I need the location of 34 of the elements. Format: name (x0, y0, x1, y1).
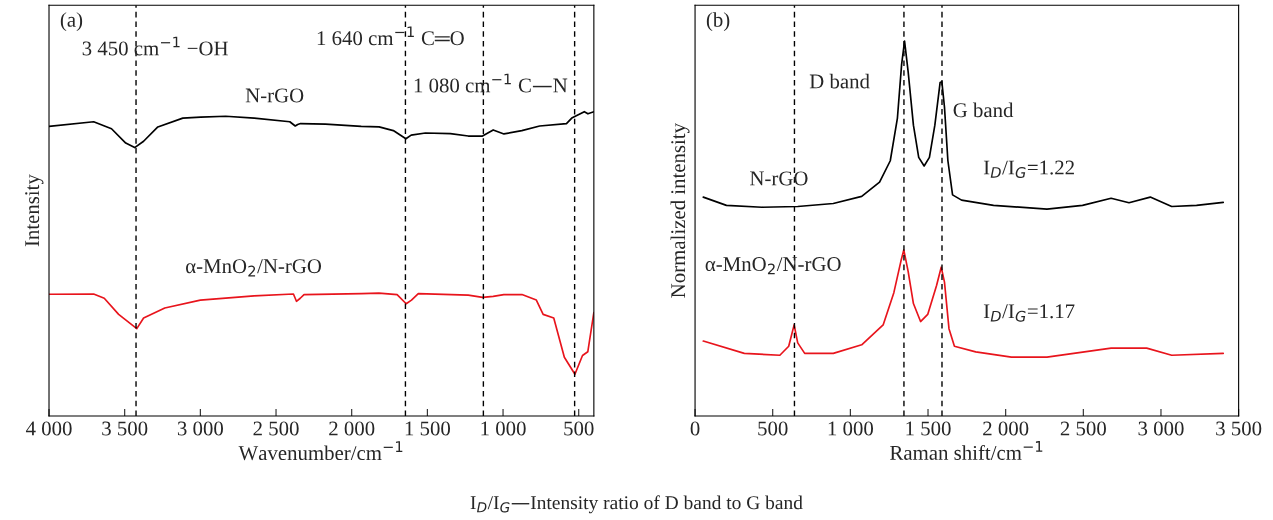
x-tick-label: 1 000 (828, 421, 874, 436)
y-axis-title: Intensity (25, 174, 44, 247)
annotation: G band (953, 102, 1014, 118)
x-tick-label: 2 500 (1060, 421, 1106, 436)
text: 1 640 cm$^{−1}$ C═O (317, 26, 464, 46)
text: (b) (706, 12, 730, 32)
x-axis-title: Wavenumber/cm$^{−1}$ (238, 441, 403, 461)
series-label: N-rGO (245, 88, 304, 103)
series-label: α-MnO$_{2}$/N-rGO (186, 259, 322, 277)
x-tick-label: 3 500 (1216, 421, 1262, 436)
x-tick-label: 3 000 (177, 421, 223, 436)
x-axis-title: Raman shift/cm$^{−1}$ (890, 441, 1043, 460)
x-tick-label: 2 500 (253, 421, 299, 436)
x-tick-label: 3 500 (102, 421, 148, 436)
x-tick-label: 1 500 (906, 421, 951, 436)
annotation: D band (809, 73, 870, 89)
text: I$_{D}$/I$_{G}$—Intensity ratio of D band to G band (470, 495, 803, 514)
x-tick-label: 2 000 (329, 421, 375, 436)
x-tick-label: 1 500 (405, 421, 451, 436)
x-tick-label: 1 000 (481, 421, 526, 436)
x-tick-label: 0 (690, 421, 700, 436)
x-tick-label: 2 000 (983, 421, 1029, 436)
text: 3 450 cm$^{−1}$ −OH (82, 36, 228, 56)
text: α-MnO$_{2}$/N-rGO (705, 257, 841, 275)
annotation: I$_{D}$/I$_{G}$=1.17 (983, 304, 1075, 322)
series-label: N-rGO (750, 171, 808, 186)
y-axis-title: Normalized intensity (670, 123, 690, 298)
x-tick-label: 500 (564, 421, 594, 436)
x-tick-label: 500 (758, 421, 788, 436)
text: 1 080 cm$^{−1}$ C—N (414, 73, 568, 93)
x-tick-label: 4 000 (25, 421, 72, 436)
text: (a) (60, 12, 83, 32)
x-tick-label: 3 000 (1138, 421, 1184, 436)
annotation: I$_{D}$/I$_{G}$=1.22 (983, 160, 1074, 178)
